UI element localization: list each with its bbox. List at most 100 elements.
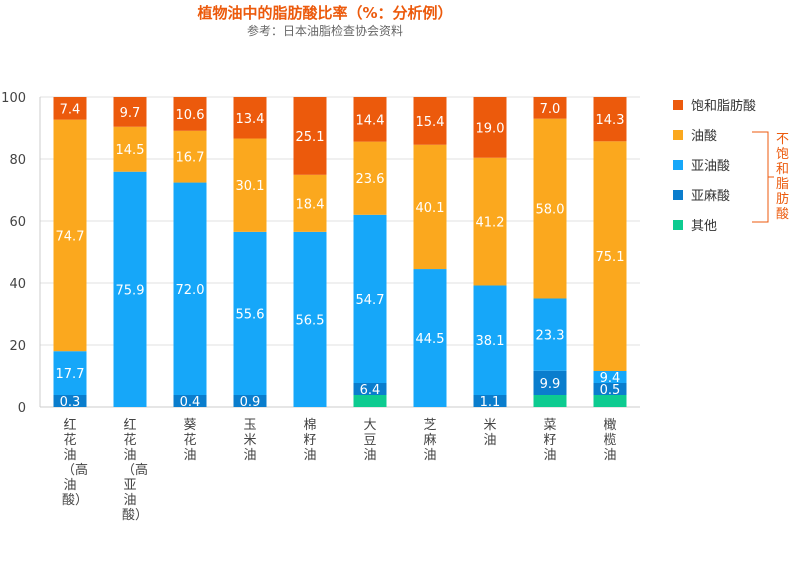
data-label: 1.1: [480, 395, 501, 410]
data-label: 14.4: [356, 113, 385, 128]
x-tick-label: 橄榄油: [603, 418, 617, 463]
data-label: 75.1: [596, 250, 625, 265]
y-tick-label: 0: [18, 401, 26, 416]
bar-segment: [533, 97, 567, 119]
bar-segment: [173, 97, 207, 131]
data-label: 9.7: [120, 106, 141, 121]
bar-segment: [353, 141, 387, 215]
data-label: 10.6: [176, 108, 205, 123]
data-label: 7.0: [540, 102, 561, 117]
legend-item: 饱和脂肪酸: [673, 95, 756, 114]
bar-segment: [293, 174, 327, 232]
legend-label: 其他: [691, 219, 718, 234]
bar-segment: [353, 97, 387, 142]
bar-segment: [233, 395, 267, 407]
legend-label: 饱和脂肪酸: [691, 99, 757, 114]
x-tick-label: 玉米油: [243, 418, 257, 463]
data-label: 30.1: [236, 179, 265, 194]
legend-item: 油酸: [673, 125, 717, 144]
data-label: 15.4: [416, 115, 445, 130]
data-label: 14.3: [596, 113, 625, 128]
bar-segment: [173, 395, 207, 407]
bar-segment: [473, 157, 507, 286]
data-label: 9.4: [600, 371, 621, 386]
data-label: 75.9: [116, 283, 145, 298]
data-label: 25.1: [296, 130, 325, 145]
bar-segment: [353, 214, 387, 383]
chart-title: 植物油中的脂肪酸比率（%：分析例）: [197, 4, 453, 22]
data-label: 58.0: [536, 203, 565, 218]
bar-segment: [533, 370, 567, 395]
data-label: 44.5: [416, 332, 445, 347]
bar-segment: [173, 130, 207, 183]
bar-segment: [593, 383, 627, 395]
data-label: 54.7: [356, 293, 385, 308]
data-label: 74.7: [56, 229, 85, 244]
data-label: 13.4: [236, 112, 265, 127]
data-label: 23.6: [356, 172, 385, 187]
x-tick-label: 菜籽油: [543, 418, 557, 463]
data-label: 41.2: [476, 216, 505, 231]
chart-subtitle: 参考：日本油脂检查协会资料: [246, 24, 403, 38]
bar-segment: [473, 97, 507, 158]
data-label: 0.9: [240, 395, 261, 410]
data-label: 19.0: [476, 121, 505, 136]
bracket-label: 不饱和脂肪酸: [776, 132, 790, 222]
bar-segment: [233, 231, 267, 395]
bracket: [752, 131, 774, 223]
bar-segment: [233, 138, 267, 232]
bar-segment: [113, 126, 147, 172]
y-tick-label: 60: [9, 215, 26, 230]
x-tick-label: 米油: [483, 418, 497, 448]
bar-segment: [593, 97, 627, 142]
x-tick-label: 棉籽油: [303, 418, 317, 463]
bar-segment: [53, 351, 87, 395]
bar-segment: [593, 395, 627, 407]
bar-segment: [533, 118, 567, 299]
bar-segment: [53, 395, 87, 407]
legend-item: 亚麻酸: [673, 185, 730, 204]
bar-segment: [593, 141, 627, 371]
data-label: 0.4: [180, 395, 201, 410]
data-label: 9.9: [540, 377, 561, 392]
bar-segment: [413, 269, 447, 407]
data-label: 23.3: [536, 329, 565, 344]
bar-segment: [473, 395, 507, 407]
legend-swatch: [673, 129, 683, 140]
x-tick-label: 大豆油: [363, 418, 377, 463]
bar-segment: [53, 97, 87, 120]
x-tick-label: 葵花油: [183, 418, 197, 463]
data-label: 6.4: [360, 383, 381, 398]
bar-segment: [533, 395, 567, 407]
y-tick-label: 100: [1, 91, 26, 106]
x-tick-label: 芝麻油: [423, 418, 437, 463]
x-tick-label: 红花油（高油酸）: [62, 418, 89, 508]
data-label: 17.7: [56, 367, 85, 382]
legend-swatch: [673, 159, 683, 170]
legend-swatch: [673, 99, 683, 110]
data-label: 72.0: [176, 283, 205, 298]
legend-item: 其他: [673, 215, 717, 234]
x-tick-label: 红花油（高亚油酸）: [122, 418, 149, 523]
bar-segment: [413, 144, 447, 270]
y-tick-label: 80: [9, 153, 26, 168]
bar-segment: [113, 171, 147, 407]
bar-segment: [53, 119, 87, 352]
y-tick-label: 40: [9, 277, 26, 292]
bar-segment: [413, 97, 447, 145]
y-tick-label: 20: [9, 339, 26, 354]
bar-segment: [533, 298, 567, 371]
data-label: 0.5: [600, 383, 621, 398]
legend-swatch: [673, 219, 683, 230]
bar-segment: [593, 371, 627, 383]
data-label: 0.3: [60, 395, 81, 410]
bar-segment: [293, 231, 327, 407]
legend-swatch: [673, 189, 683, 200]
bar-segment: [353, 395, 387, 407]
bar-segment: [293, 97, 327, 175]
data-label: 38.1: [476, 334, 505, 349]
legend-label: 油酸: [691, 129, 718, 144]
bar-segment: [113, 97, 147, 127]
